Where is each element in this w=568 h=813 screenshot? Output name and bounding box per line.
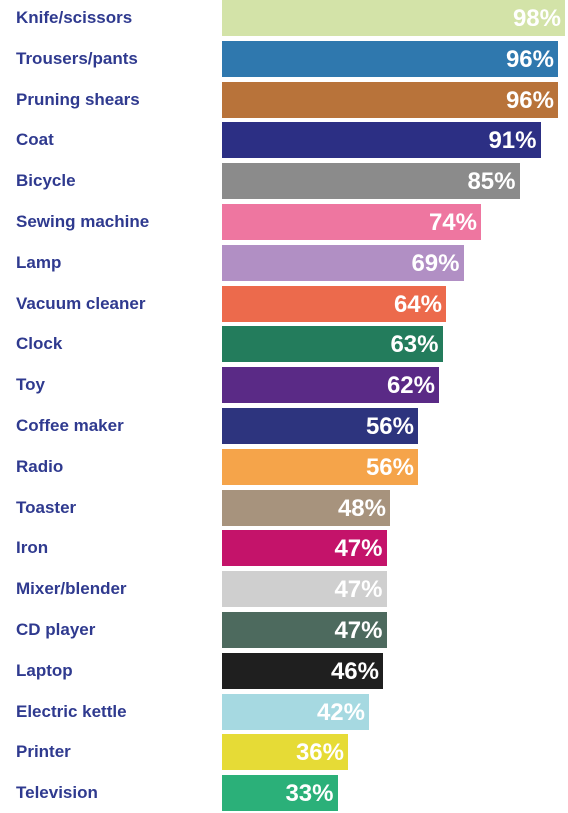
- value-label: 47%: [334, 576, 383, 604]
- value-label: 42%: [316, 698, 365, 726]
- bar: [222, 0, 565, 36]
- category-label: Lamp: [16, 252, 62, 272]
- value-label: 98%: [512, 5, 561, 32]
- category-label: Coat: [16, 130, 54, 150]
- bar: [222, 285, 446, 322]
- category-label: Sewing machine: [16, 212, 150, 231]
- category-label: Radio: [16, 456, 64, 476]
- value-label: 69%: [411, 249, 460, 277]
- bar: [222, 367, 439, 404]
- bar: [222, 693, 369, 730]
- bar: [222, 326, 443, 363]
- category-label: Bicycle: [16, 171, 76, 191]
- bar: [222, 163, 520, 200]
- bar: [222, 408, 418, 444]
- value-label: 46%: [330, 657, 379, 685]
- value-label: 47%: [334, 535, 383, 563]
- bar: [222, 40, 558, 77]
- value-label: 56%: [365, 453, 414, 481]
- category-label: Television: [16, 783, 98, 803]
- bar: [222, 448, 418, 485]
- category-label: Toaster: [16, 497, 77, 517]
- bar: [222, 81, 558, 118]
- value-label: 64%: [393, 290, 442, 318]
- category-label: Printer: [16, 742, 71, 762]
- category-label: Toy: [16, 375, 45, 395]
- bar: [222, 122, 541, 159]
- bar: [222, 530, 387, 567]
- value-label: 48%: [337, 494, 386, 522]
- category-label: Iron: [16, 538, 49, 558]
- value-label: 96%: [505, 86, 554, 114]
- bar: [222, 775, 338, 812]
- value-label: 36%: [295, 739, 344, 767]
- category-label: Pruning shears: [16, 89, 140, 109]
- category-label: Vacuum cleaner: [16, 293, 146, 313]
- bar: [222, 571, 387, 608]
- value-label: 91%: [488, 127, 537, 155]
- value-label: 33%: [285, 780, 334, 808]
- value-label: 56%: [365, 413, 414, 440]
- category-label: Mixer/blender: [16, 579, 127, 599]
- bar: [222, 244, 464, 281]
- category-label: CD player: [16, 620, 96, 639]
- category-label: Trousers/pants: [16, 48, 138, 68]
- bar: [222, 204, 481, 240]
- value-label: 47%: [334, 617, 383, 644]
- value-label: 62%: [386, 372, 435, 400]
- category-label: Coffee maker: [16, 416, 124, 435]
- category-label: Clock: [16, 334, 63, 354]
- value-label: 74%: [428, 209, 477, 236]
- value-label: 85%: [467, 168, 516, 196]
- bar: [222, 489, 390, 526]
- value-label: 96%: [505, 45, 554, 73]
- bar: [222, 652, 383, 689]
- category-label: Electric kettle: [16, 701, 127, 721]
- category-label: Laptop: [16, 660, 73, 680]
- bar: [222, 612, 387, 648]
- category-label: Knife/scissors: [16, 8, 133, 27]
- bar: [222, 734, 348, 771]
- value-label: 63%: [390, 331, 439, 359]
